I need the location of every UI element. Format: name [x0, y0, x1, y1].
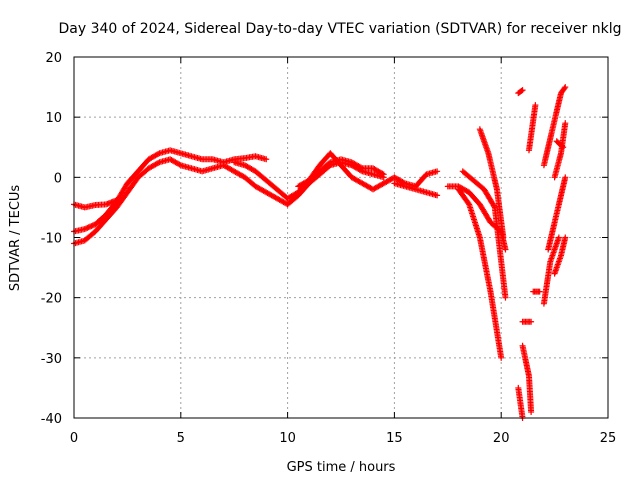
data-point: [380, 171, 387, 178]
x-tick-label: 5: [177, 431, 185, 446]
data-point: [88, 223, 95, 230]
series-arc20: [551, 234, 569, 277]
series-arc15: [525, 102, 539, 154]
series-arc11: [515, 87, 526, 97]
plot-frame: [73, 56, 609, 419]
series-arc19: [545, 174, 569, 253]
series-arc14: [519, 342, 535, 415]
y-tick-label: -40: [41, 412, 62, 427]
data-point: [500, 234, 507, 241]
data-point: [89, 222, 96, 229]
y-tick-label: 0: [54, 171, 62, 186]
data-point: [561, 85, 568, 92]
data-point: [491, 203, 498, 210]
series-arc3: [71, 156, 387, 247]
data-point: [562, 84, 569, 91]
x-tick-label: 25: [600, 431, 617, 446]
series-arc10: [476, 126, 507, 241]
y-tick-label: 20: [45, 51, 62, 66]
data-point: [528, 318, 535, 325]
y-tick-label: -20: [41, 292, 62, 307]
series-arc17: [540, 234, 562, 307]
series-arc16: [530, 288, 543, 295]
data-point: [81, 226, 88, 233]
data-point: [555, 234, 562, 241]
y-tick-label: -10: [41, 232, 62, 247]
y-axis-label: SDTVAR / TECUs: [8, 185, 23, 292]
data-point: [84, 224, 91, 231]
data-point: [536, 288, 543, 295]
data-point: [155, 151, 162, 158]
x-tick-label: 15: [386, 431, 403, 446]
series-arc5: [295, 150, 441, 193]
data-point: [502, 246, 509, 253]
series-arc9: [459, 168, 509, 301]
data-point: [465, 200, 472, 207]
data-point: [502, 294, 509, 301]
x-axis-label: GPS time / hours: [287, 460, 396, 475]
grid-lines: [74, 57, 608, 418]
y-tick-label: -30: [41, 352, 62, 367]
data-point: [83, 225, 90, 232]
data-points: [71, 84, 569, 421]
series-arc12: [515, 384, 526, 421]
series-arc1: [71, 197, 120, 211]
data-point: [379, 170, 386, 177]
data-point: [562, 234, 569, 241]
series-arc8: [455, 186, 505, 361]
data-point: [519, 87, 526, 94]
x-tick-label: 20: [493, 431, 510, 446]
data-point: [559, 143, 566, 150]
chart-title: Day 340 of 2024, Sidereal Day-to-day VTE…: [59, 21, 622, 37]
data-point: [560, 144, 567, 151]
axis-ticks: 0 5 10 15 20 25 -40 -30 -20 -10 0 10 20: [41, 51, 617, 446]
series-arc6: [391, 180, 441, 199]
data-point: [528, 408, 535, 415]
data-point: [562, 120, 569, 127]
data-point: [87, 223, 94, 230]
data-point: [518, 87, 525, 94]
data-point: [155, 160, 162, 167]
series-arc21: [551, 120, 569, 181]
series-arc22: [553, 138, 567, 151]
series-arc18: [540, 84, 569, 169]
data-point: [434, 192, 441, 199]
data-point: [263, 156, 270, 163]
data-point: [562, 174, 569, 181]
series-arc4: [231, 156, 387, 202]
y-tick-label: 10: [45, 111, 62, 126]
data-point: [498, 354, 505, 361]
data-point: [434, 168, 441, 175]
data-point: [532, 102, 539, 109]
data-point: [176, 161, 183, 168]
data-point: [358, 164, 365, 171]
x-tick-label: 10: [279, 431, 296, 446]
x-tick-label: 0: [70, 431, 78, 446]
series-arc13: [519, 318, 535, 325]
data-point: [85, 224, 92, 231]
